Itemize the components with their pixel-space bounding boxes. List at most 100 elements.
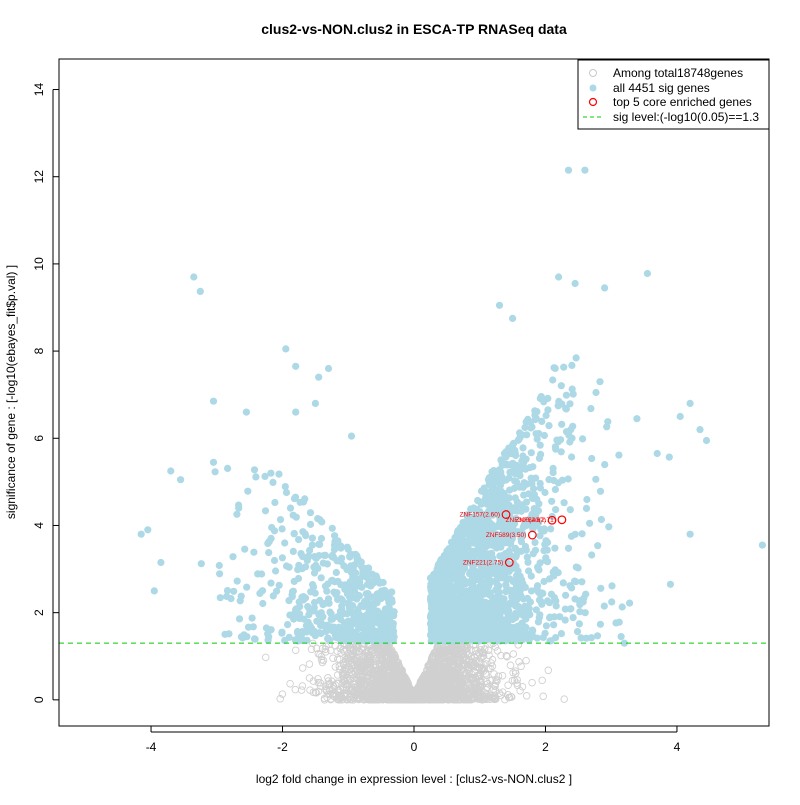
sig-point: [566, 506, 574, 514]
nonsig-point: [353, 666, 361, 674]
sig-point: [488, 612, 496, 620]
sig-point: [443, 609, 451, 617]
nonsig-point: [312, 689, 320, 697]
sig-point: [601, 461, 609, 469]
sig-point: [363, 580, 372, 589]
nonsig-point: [440, 658, 448, 666]
nonsig-point: [408, 696, 416, 704]
sig-point: [530, 505, 538, 513]
sig-point: [337, 581, 345, 589]
sig-point: [633, 415, 641, 423]
nonsig-point: [488, 655, 497, 664]
sig-point: [502, 601, 510, 610]
nonsig-point: [497, 651, 505, 660]
sig-point: [446, 589, 455, 597]
nonsig-point: [427, 658, 435, 667]
nonsig-point: [513, 679, 521, 687]
sig-point: [432, 610, 440, 618]
nonsig-point: [388, 660, 397, 669]
sig-point: [522, 623, 530, 632]
nonsig-point: [511, 667, 520, 675]
sig-point: [545, 422, 553, 430]
nonsig-point: [438, 690, 447, 699]
nonsig-point: [560, 695, 568, 703]
sig-point: [346, 553, 354, 561]
sig-point: [448, 542, 456, 550]
sig-point: [568, 361, 576, 369]
nonsig-point: [495, 689, 504, 697]
sig-point: [478, 513, 486, 521]
nonsig-point: [314, 687, 323, 696]
sig-point: [328, 524, 336, 532]
nonsig-point: [501, 695, 509, 704]
nonsig-point: [490, 695, 499, 704]
sig-point: [618, 603, 626, 611]
nonsig-point: [373, 691, 381, 699]
sig-point: [315, 540, 323, 548]
nonsig-point: [344, 657, 353, 666]
sig-point: [520, 458, 528, 466]
sig-point: [536, 441, 544, 449]
sig-point: [278, 629, 286, 637]
sig-point: [332, 568, 340, 577]
sig-point: [442, 625, 451, 633]
sig-point: [512, 609, 520, 618]
nonsig-point: [504, 681, 512, 689]
sig-point: [543, 546, 551, 554]
sig-point: [603, 423, 611, 431]
nonsig-point: [316, 650, 324, 659]
sig-point: [515, 622, 523, 630]
sig-point: [592, 388, 600, 397]
sig-point: [550, 476, 558, 485]
sig-point: [551, 544, 559, 552]
sig-point: [306, 509, 315, 517]
sig-point: [326, 636, 334, 644]
sig-point: [492, 632, 500, 641]
sig-point: [458, 564, 466, 573]
nonsig-point: [355, 647, 363, 655]
sig-point: [463, 620, 471, 628]
sig-point: [486, 473, 494, 482]
nonsig-point: [286, 679, 294, 688]
nonsig-point: [353, 657, 362, 666]
sig-point: [371, 572, 379, 580]
nonsig-point: [515, 658, 523, 666]
nonsig-point: [463, 691, 471, 699]
sig-point: [511, 544, 519, 553]
nonsig-point: [309, 639, 317, 648]
sig-point: [466, 570, 474, 578]
sig-point: [523, 594, 532, 603]
sig-point: [211, 468, 219, 476]
nonsig-point: [471, 682, 480, 690]
nonsig-point: [383, 687, 392, 695]
sig-point: [483, 599, 491, 607]
sig-point: [345, 604, 353, 612]
sig-point: [518, 465, 526, 473]
sig-point: [524, 558, 532, 566]
sig-point: [470, 632, 478, 640]
nonsig-point: [388, 657, 397, 665]
sig-point: [290, 529, 298, 538]
sig-point: [233, 577, 241, 585]
sig-point: [512, 504, 520, 512]
sig-point: [586, 519, 594, 527]
sig-point: [299, 553, 307, 561]
sig-point: [468, 576, 476, 584]
sig-point: [250, 466, 259, 474]
sig-point: [562, 391, 571, 399]
sig-point: [551, 364, 559, 372]
nonsig-point: [305, 660, 314, 668]
nonsig-point: [430, 667, 439, 676]
sig-point: [551, 566, 559, 574]
sig-point: [532, 606, 540, 614]
nonsig-point: [428, 695, 436, 703]
nonsig-point: [448, 671, 457, 680]
nonsig-point: [363, 688, 371, 696]
nonsig-point: [418, 674, 427, 683]
nonsig-points: [261, 639, 568, 704]
sig-point: [457, 602, 465, 610]
sig-point: [479, 499, 487, 507]
sig-point: [502, 453, 510, 461]
sig-point: [597, 584, 605, 592]
